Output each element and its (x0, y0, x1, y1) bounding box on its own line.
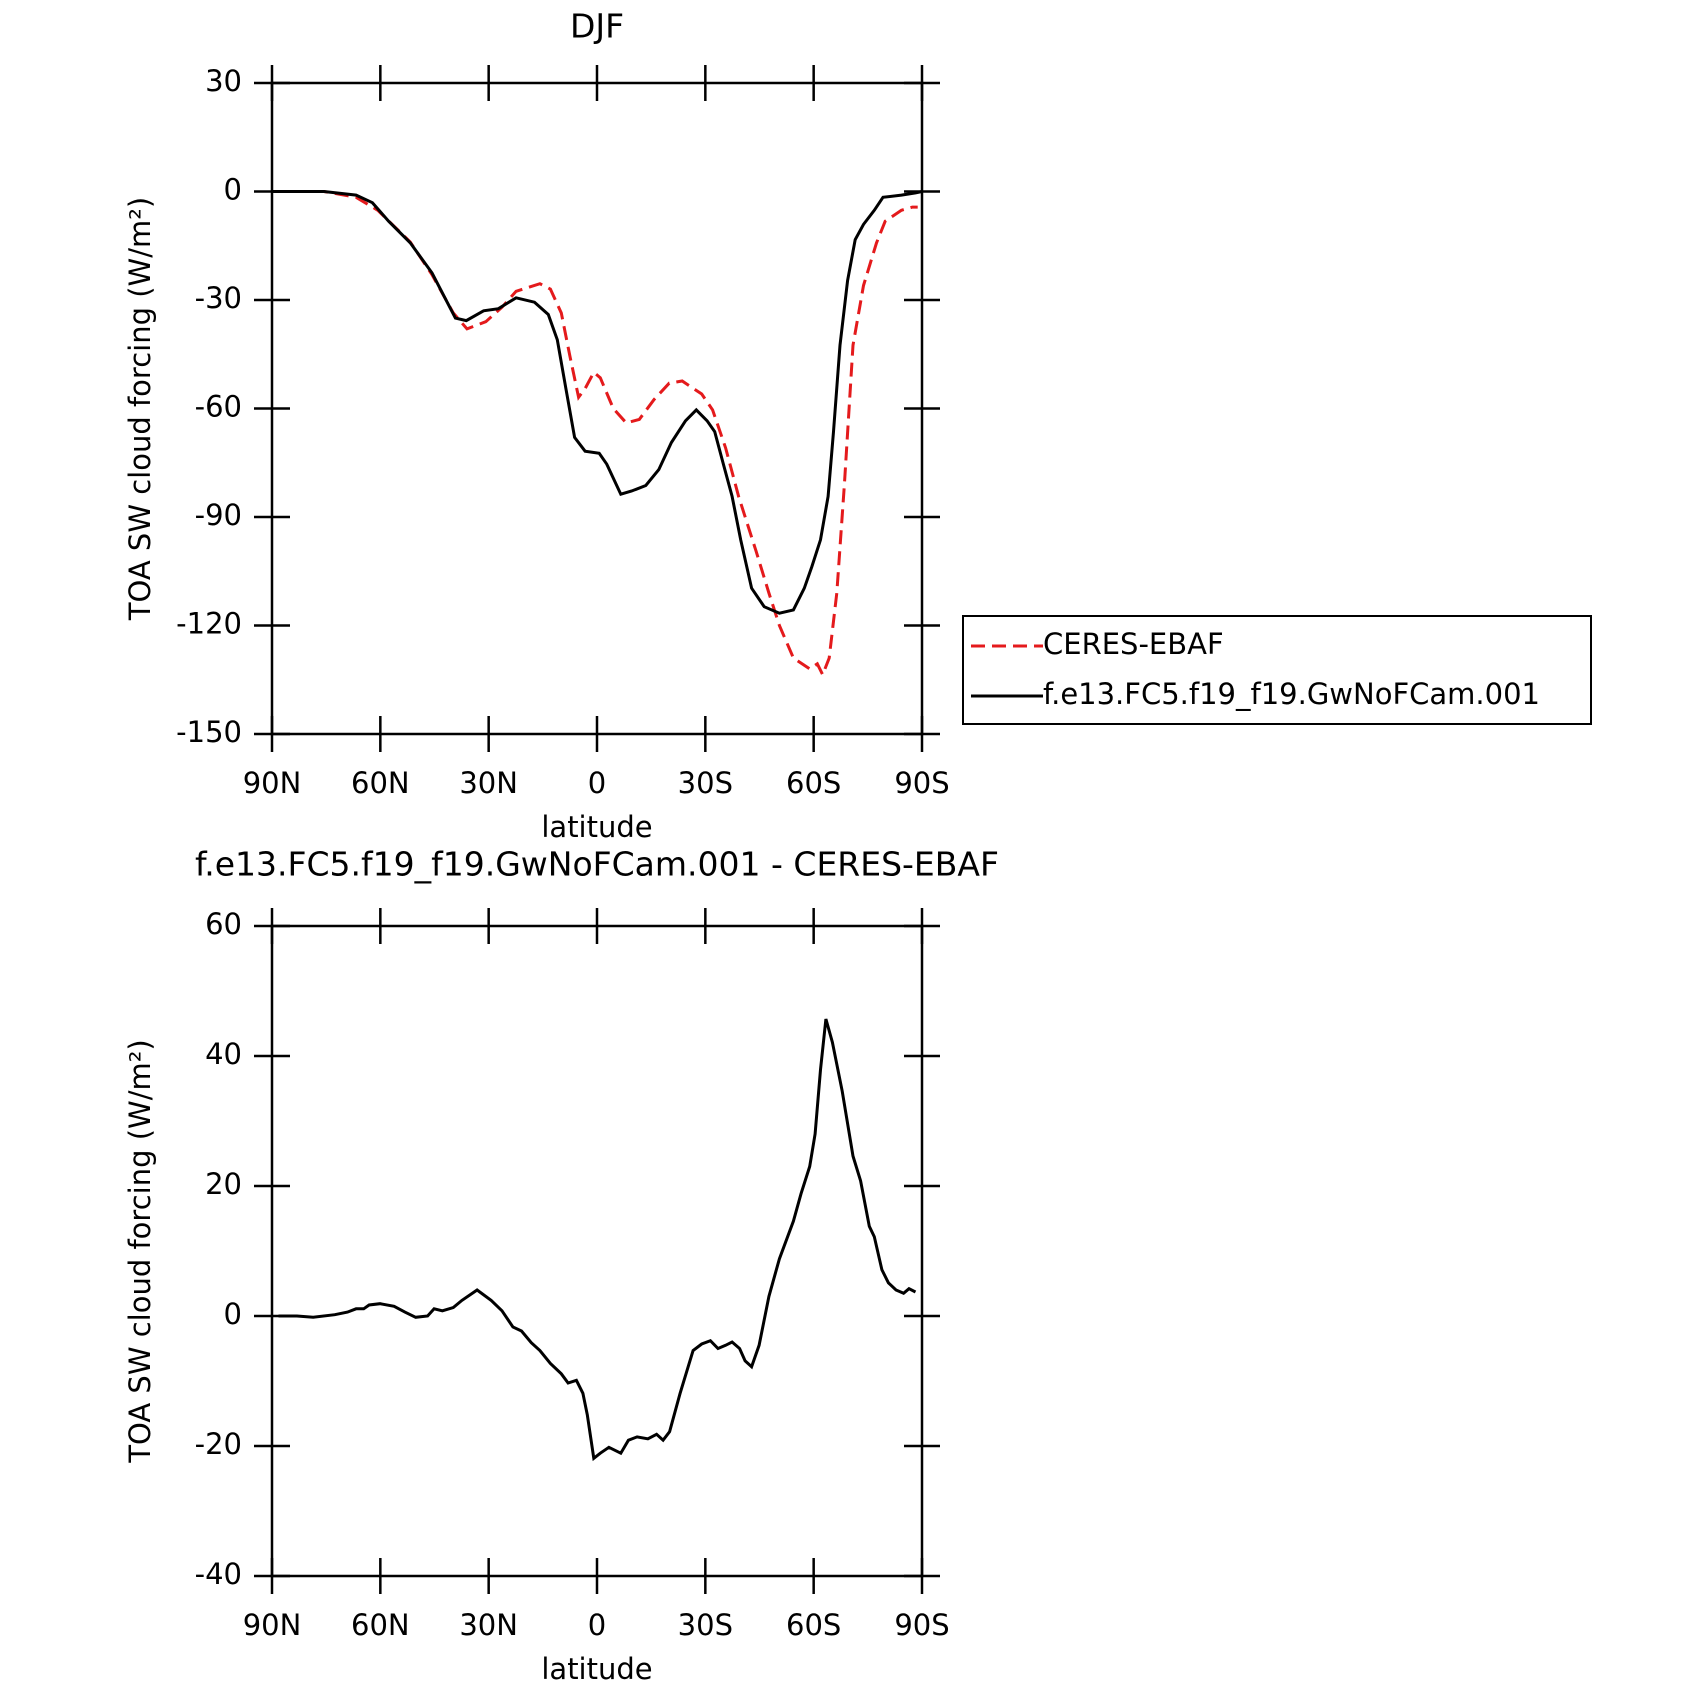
y-tick-label: 0 (224, 1297, 242, 1331)
y-tick-label: -60 (195, 390, 242, 424)
y-axis-label: TOA SW cloud forcing (W/m²) (123, 197, 157, 621)
y-tick-label: -120 (176, 607, 242, 641)
y-tick-label: 60 (205, 907, 242, 941)
x-tick-label: 30N (459, 1608, 518, 1642)
x-tick-label: 90S (894, 1608, 949, 1642)
data-line (278, 1018, 917, 1462)
y-tick-label: -150 (176, 715, 242, 749)
y-tick-label: 0 (224, 173, 242, 207)
y-tick-label: -20 (195, 1427, 242, 1461)
y-tick-label: -40 (195, 1557, 242, 1591)
x-tick-label: 0 (588, 1608, 606, 1642)
x-axis-label: latitude (541, 1652, 652, 1685)
x-tick-label: 30N (459, 766, 518, 800)
x-tick-label: 60S (786, 766, 841, 800)
x-tick-label: 60S (786, 1608, 841, 1642)
x-tick-label: 60N (351, 766, 410, 800)
legend-label: f.e13.FC5.f19_f19.GwNoFCam.001 (1043, 677, 1540, 711)
x-tick-label: 30S (678, 766, 733, 800)
x-tick-label: 30S (678, 1608, 733, 1642)
y-tick-label: -90 (195, 498, 242, 532)
y-tick-label: 30 (205, 64, 242, 98)
plot-frame (270, 81, 924, 736)
x-tick-label: 90N (243, 1608, 302, 1642)
y-tick-label: -30 (195, 281, 242, 315)
chart-title: DJF (570, 7, 624, 46)
x-axis-label: latitude (541, 810, 652, 844)
y-tick-label: 20 (205, 1167, 242, 1201)
data-line (272, 190, 923, 615)
legend-box (962, 615, 1592, 725)
x-tick-label: 90N (243, 766, 302, 800)
y-axis-label: TOA SW cloud forcing (W/m²) (123, 1039, 157, 1463)
legend-label: CERES-EBAF (1043, 627, 1224, 661)
x-tick-label: 60N (351, 1608, 410, 1642)
data-line (272, 190, 918, 679)
x-tick-label: 0 (588, 766, 606, 800)
chart-title: f.e13.FC5.f19_f19.GwNoFCam.001 - CERES-E… (195, 845, 999, 884)
x-tick-label: 90S (894, 766, 949, 800)
y-tick-label: 40 (205, 1037, 242, 1071)
